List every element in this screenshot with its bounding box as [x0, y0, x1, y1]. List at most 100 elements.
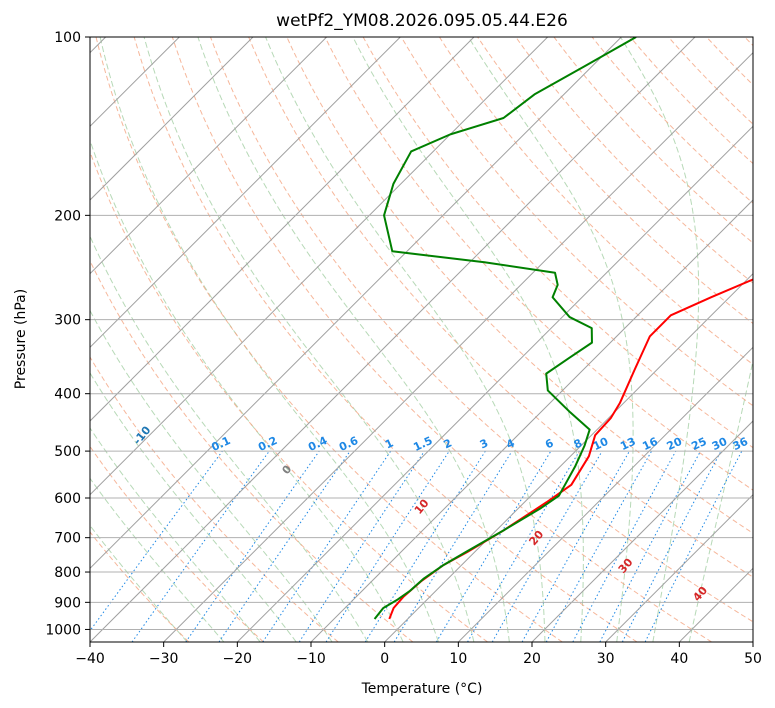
mixing-ratio-line	[521, 450, 630, 642]
isotherm-line	[90, 37, 475, 422]
mixing-ratio-line	[644, 450, 743, 642]
mixing-ratio-label: 25	[689, 435, 708, 453]
dry-adiabats	[90, 37, 753, 642]
moist-adiabat	[468, 37, 634, 642]
isotherm-line	[90, 37, 696, 642]
x-tick-label: 10	[449, 651, 467, 667]
moist-adiabat	[90, 235, 369, 642]
mixing-ratio-label: 2	[442, 436, 454, 451]
moist-adiabat	[90, 427, 261, 642]
mixing-ratio-label: 30	[710, 435, 730, 453]
isotherm-line	[605, 493, 753, 642]
dry-adiabat	[95, 37, 563, 642]
x-tick-label: 20	[523, 651, 541, 667]
x-tick-label: 40	[670, 651, 688, 667]
mixing-ratio-line	[621, 450, 722, 642]
y-axis: 100 200 300 400 500 600 700 800 900 1000	[45, 30, 90, 638]
moist-adiabat	[99, 37, 439, 642]
mixing-ratio-line	[262, 450, 392, 642]
moist-adiabat	[90, 372, 297, 642]
dry-adiabat	[210, 37, 753, 623]
y-tick-label: 100	[54, 30, 81, 46]
mixing-ratio-lines	[90, 450, 743, 642]
isotherm-line	[90, 37, 622, 570]
chart-title: wetPf2_YM08.2026.095.05.44.E26	[276, 11, 568, 31]
isotherm-line	[310, 199, 753, 642]
mixing-ratio-line	[90, 450, 223, 632]
sounding-profiles	[373, 37, 753, 620]
dry-adiabat	[362, 37, 753, 449]
mixing-ratio-label: 3	[478, 436, 490, 451]
moist-adiabat-label: 40	[690, 584, 710, 604]
x-tick-label: −30	[149, 651, 179, 667]
dry-adiabat	[515, 37, 753, 284]
dry-adiabat	[324, 37, 753, 491]
moist-adiabats	[90, 37, 753, 642]
dry-adiabat	[90, 445, 264, 642]
dry-adiabat	[439, 37, 753, 366]
dry-adiabat	[706, 37, 753, 86]
mixing-ratio-label: 4	[504, 436, 517, 451]
isotherm-line	[90, 37, 401, 349]
moist-adiabat	[619, 37, 700, 642]
dewpoint-line	[373, 37, 637, 620]
mixing-ratio-line	[185, 450, 320, 642]
y-tick-label: 600	[54, 491, 81, 507]
dry-adiabat	[248, 37, 753, 578]
mixing-ratio-label: 1	[383, 436, 395, 451]
plot-frame	[89, 36, 754, 643]
dry-adiabat	[553, 37, 753, 244]
moist-adiabat	[197, 37, 510, 642]
mixing-ratio-label: 36	[731, 435, 751, 453]
isotherm-line	[236, 125, 753, 642]
x-axis-label: Temperature (°C)	[361, 681, 483, 697]
isotherm-line	[90, 37, 549, 496]
x-tick-label: −40	[75, 651, 105, 667]
dry-adiabat-label: -10	[131, 423, 154, 447]
mixing-ratio-line	[218, 450, 351, 642]
x-axis: −40 −30 −20 −10 0 10 20 30 40 50	[75, 642, 762, 667]
mixing-ratio-line	[393, 450, 513, 642]
isotherm-line	[163, 51, 753, 642]
dry-adiabat	[90, 356, 339, 642]
isotherm-line	[90, 37, 328, 275]
dry-adiabat	[90, 150, 488, 642]
x-tick-label: −10	[296, 651, 326, 667]
moist-adiabat	[90, 138, 404, 642]
moist-adiabat-label: 30	[616, 556, 636, 576]
y-tick-label: 900	[54, 595, 81, 611]
dry-adiabat	[668, 37, 753, 125]
mixing-ratio-line	[599, 450, 701, 642]
moist-adiabat	[90, 524, 188, 642]
moist-adiabat-label: 10	[412, 496, 432, 516]
y-tick-label: 1000	[45, 622, 81, 638]
mixing-ratio-line	[298, 450, 425, 642]
moist-adiabat	[688, 358, 753, 642]
mixing-ratio-label: 6	[543, 436, 556, 451]
isotherm-line	[531, 420, 753, 642]
moist-adiabat	[143, 37, 475, 642]
dry-adiabat	[90, 259, 414, 642]
isotherm-line	[90, 37, 254, 201]
dry-adiabat	[171, 37, 712, 642]
mixing-ratio-label: 13	[618, 435, 637, 453]
skewed-isotherms	[90, 37, 753, 642]
y-tick-label: 300	[54, 313, 81, 329]
y-tick-label: 500	[54, 444, 81, 460]
isobar-gridlines	[90, 37, 753, 630]
moist-adiabat-label: 20	[527, 528, 547, 548]
y-tick-label: 200	[54, 208, 81, 224]
mixing-ratio-label: 10	[591, 435, 611, 453]
plot-area: 0.10.20.40.611.52346810131620253036-100-…	[90, 37, 753, 642]
moist-adiabat	[352, 37, 584, 642]
dry-adiabat	[133, 37, 638, 642]
mixing-ratio-line	[325, 450, 450, 642]
y-tick-label: 400	[54, 387, 81, 403]
y-tick-label: 700	[54, 531, 81, 547]
dry-adiabat	[744, 37, 753, 47]
mixing-ratio-label: 20	[665, 435, 685, 453]
y-axis-label: Pressure (hPa)	[13, 289, 29, 389]
mixing-ratio-line	[545, 450, 653, 642]
mixing-ratio-line	[131, 450, 270, 642]
